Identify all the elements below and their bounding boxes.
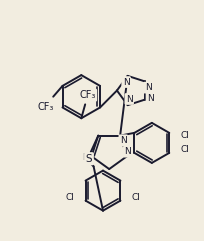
Text: N: N xyxy=(124,147,131,156)
Text: N: N xyxy=(120,136,127,145)
Text: Cl: Cl xyxy=(66,193,75,202)
Text: N: N xyxy=(126,94,133,103)
Text: Cl: Cl xyxy=(180,131,189,141)
Text: N: N xyxy=(147,94,154,102)
Text: N: N xyxy=(123,78,130,87)
Text: S: S xyxy=(86,154,92,164)
Text: Cl: Cl xyxy=(131,193,140,202)
Text: Cl: Cl xyxy=(180,145,189,154)
Text: CF₃: CF₃ xyxy=(79,90,96,100)
Text: CF₃: CF₃ xyxy=(37,102,54,113)
Text: N: N xyxy=(145,83,151,92)
Text: N: N xyxy=(82,153,89,161)
